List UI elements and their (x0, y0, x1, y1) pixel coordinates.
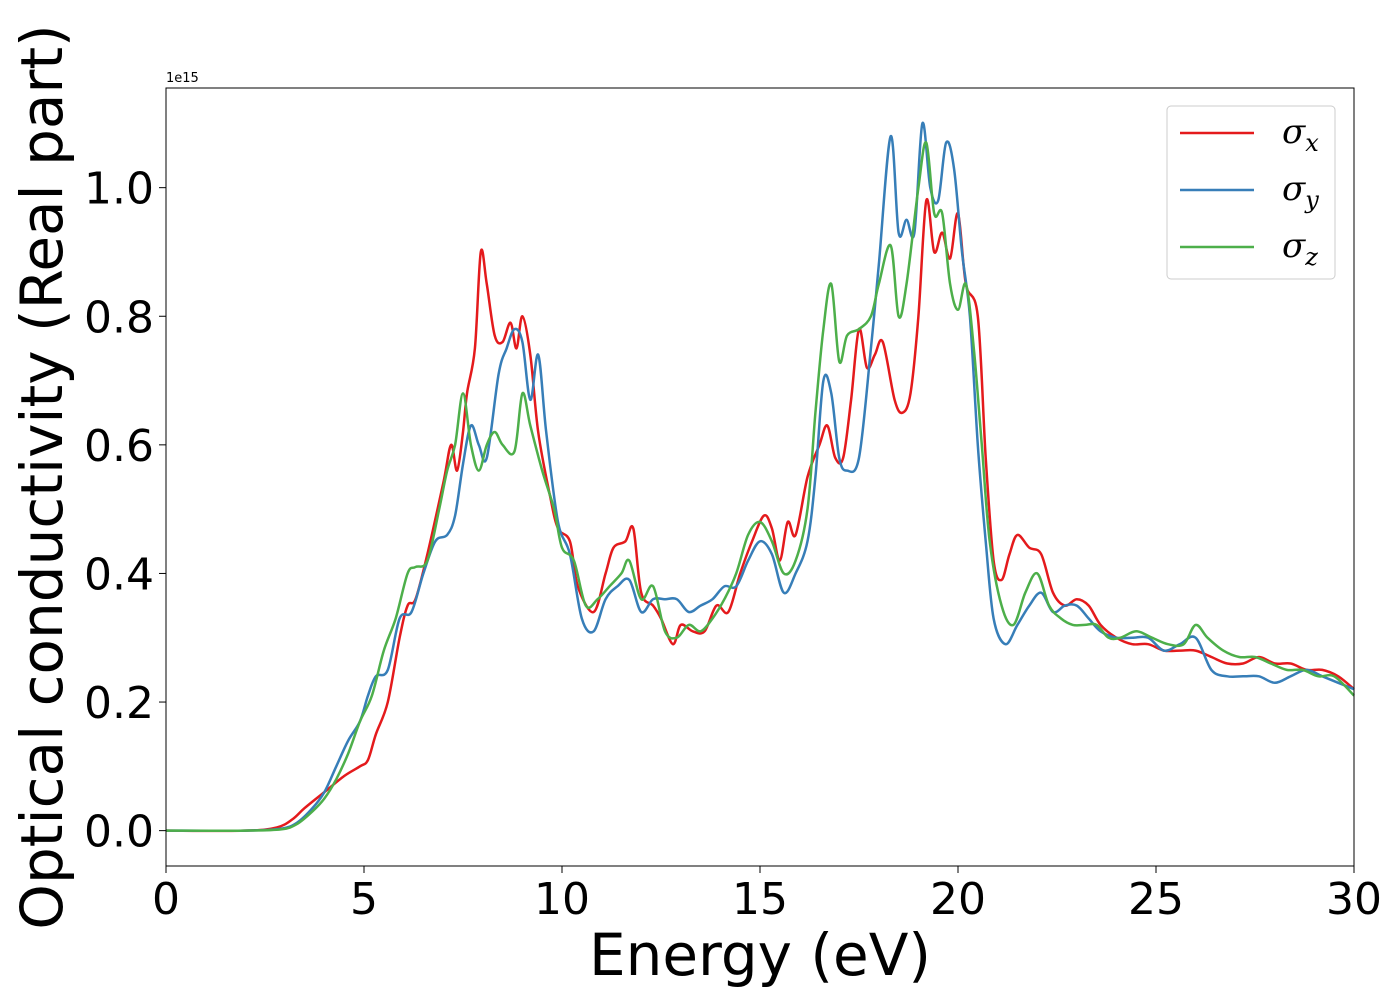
series-line-y (165, 121, 1355, 833)
plot-area (166, 88, 1354, 866)
y-tick-label: 0.6 (84, 421, 154, 472)
x-tick-label: 20 (930, 874, 986, 925)
legend-frame (1166, 105, 1336, 280)
x-tick-label: 25 (1128, 874, 1184, 925)
y-offset-label: 1e15 (166, 71, 199, 86)
legend-label-x: σx (1282, 112, 1319, 157)
legend: σx σy σz (1166, 105, 1336, 280)
x-tick-label: 30 (1326, 874, 1382, 925)
legend-label-y: σy (1282, 169, 1319, 214)
x-axis-title: Energy (eV) (589, 921, 931, 989)
series-line-z (165, 141, 1355, 832)
y-axis-title: Optical conductivity (Real part) (8, 24, 76, 929)
y-axis-ticks: 0.0 0.2 0.4 0.6 0.8 1.0 (84, 164, 166, 858)
x-tick-label: 10 (534, 874, 590, 925)
y-tick-label: 0.2 (84, 678, 154, 729)
y-tick-label: 0.4 (84, 549, 154, 600)
y-tick-label: 1.0 (84, 164, 154, 215)
x-tick-label: 5 (350, 874, 378, 925)
y-tick-label: 0.0 (84, 807, 154, 858)
x-tick-label: 0 (152, 874, 180, 925)
x-axis-ticks: 0 5 10 15 20 25 30 (152, 866, 1382, 925)
series-layer (165, 121, 1355, 833)
legend-label-z: σz (1282, 226, 1318, 271)
x-tick-label: 15 (732, 874, 788, 925)
y-tick-label: 0.8 (84, 292, 154, 343)
